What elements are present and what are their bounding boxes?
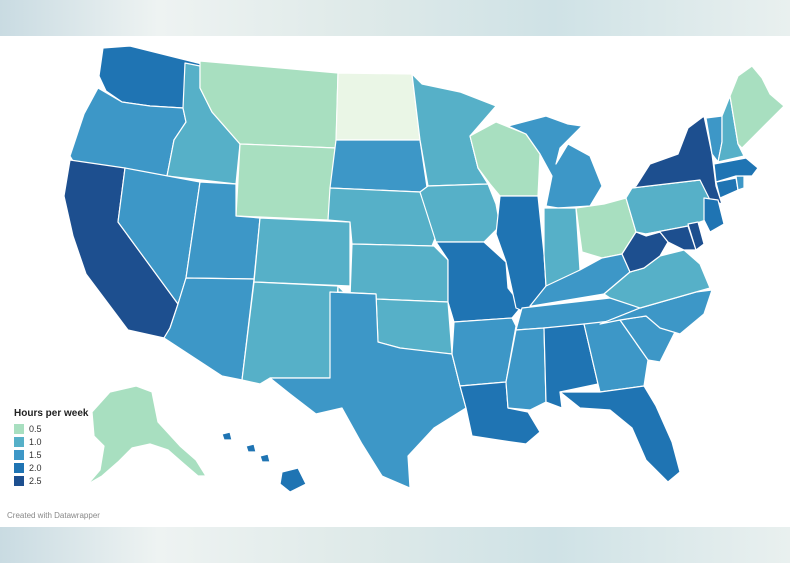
state-fl [559, 385, 681, 483]
legend-label: 1.0 [29, 436, 42, 447]
state-pa [625, 179, 715, 235]
legend-label: 0.5 [29, 423, 42, 434]
state-de [687, 221, 705, 251]
legend-swatch [14, 449, 24, 460]
legend-swatch [14, 436, 24, 447]
state-ma [713, 157, 759, 183]
state-co [253, 217, 351, 287]
state-mi [507, 115, 603, 209]
legend-label: 1.5 [29, 449, 42, 460]
legend-swatch [14, 475, 24, 486]
state-ny [631, 115, 723, 205]
legend: Hours per week 0.5 1.0 1.5 2.0 2.5 [14, 408, 88, 487]
legend-item: 0.5 [14, 422, 88, 435]
state-ak [87, 385, 207, 485]
state-ri [735, 175, 745, 191]
state-tx [269, 291, 467, 489]
state-wy [235, 143, 337, 221]
state-hi [221, 431, 307, 493]
legend-label: 2.5 [29, 475, 42, 486]
legend-item: 1.5 [14, 448, 88, 461]
top-page-band [0, 0, 790, 36]
legend-swatch [14, 423, 24, 434]
state-ar [451, 317, 517, 387]
state-sd [329, 139, 429, 195]
legend-item: 2.0 [14, 461, 88, 474]
state-mo [435, 241, 523, 323]
legend-item: 2.5 [14, 474, 88, 487]
credit-text: Created with Datawrapper [7, 511, 100, 520]
legend-item: 1.0 [14, 435, 88, 448]
state-nm [241, 281, 339, 385]
bottom-page-band [0, 527, 790, 563]
legend-swatch [14, 462, 24, 473]
state-nd [335, 72, 421, 141]
legend-label: 2.0 [29, 462, 42, 473]
us-choropleth-map [63, 45, 785, 493]
map-frame: Hours per week 0.5 1.0 1.5 2.0 2.5 Creat… [0, 36, 790, 527]
legend-title: Hours per week [14, 408, 89, 419]
state-me [729, 65, 785, 149]
state-ia [419, 183, 501, 243]
state-nj [703, 197, 725, 233]
